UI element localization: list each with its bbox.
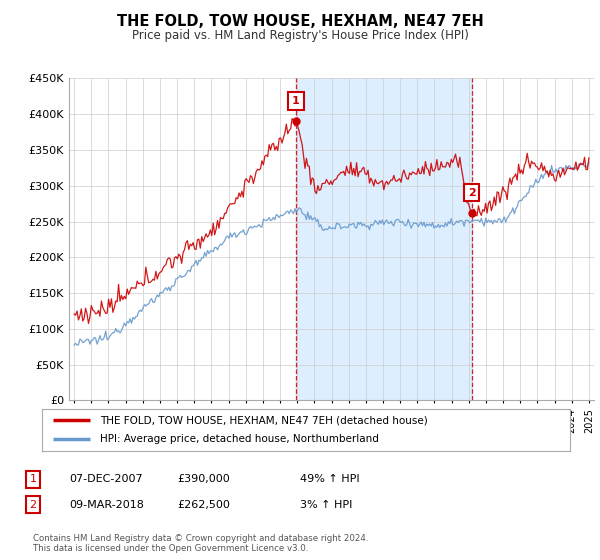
Text: HPI: Average price, detached house, Northumberland: HPI: Average price, detached house, Nort… bbox=[100, 435, 379, 445]
Text: Contains HM Land Registry data © Crown copyright and database right 2024.
This d: Contains HM Land Registry data © Crown c… bbox=[33, 534, 368, 553]
Text: 1: 1 bbox=[29, 474, 37, 484]
Text: Price paid vs. HM Land Registry's House Price Index (HPI): Price paid vs. HM Land Registry's House … bbox=[131, 29, 469, 42]
Text: THE FOLD, TOW HOUSE, HEXHAM, NE47 7EH: THE FOLD, TOW HOUSE, HEXHAM, NE47 7EH bbox=[116, 14, 484, 29]
Text: 3% ↑ HPI: 3% ↑ HPI bbox=[300, 500, 352, 510]
Bar bbox=[296, 78, 472, 400]
Text: £262,500: £262,500 bbox=[177, 500, 230, 510]
Text: 09-MAR-2018: 09-MAR-2018 bbox=[69, 500, 144, 510]
Text: 2: 2 bbox=[29, 500, 37, 510]
Text: 2: 2 bbox=[468, 188, 476, 198]
Text: 49% ↑ HPI: 49% ↑ HPI bbox=[300, 474, 359, 484]
Text: 1: 1 bbox=[292, 96, 299, 106]
Text: 07-DEC-2007: 07-DEC-2007 bbox=[69, 474, 143, 484]
Text: £390,000: £390,000 bbox=[177, 474, 230, 484]
Text: THE FOLD, TOW HOUSE, HEXHAM, NE47 7EH (detached house): THE FOLD, TOW HOUSE, HEXHAM, NE47 7EH (d… bbox=[100, 415, 428, 425]
